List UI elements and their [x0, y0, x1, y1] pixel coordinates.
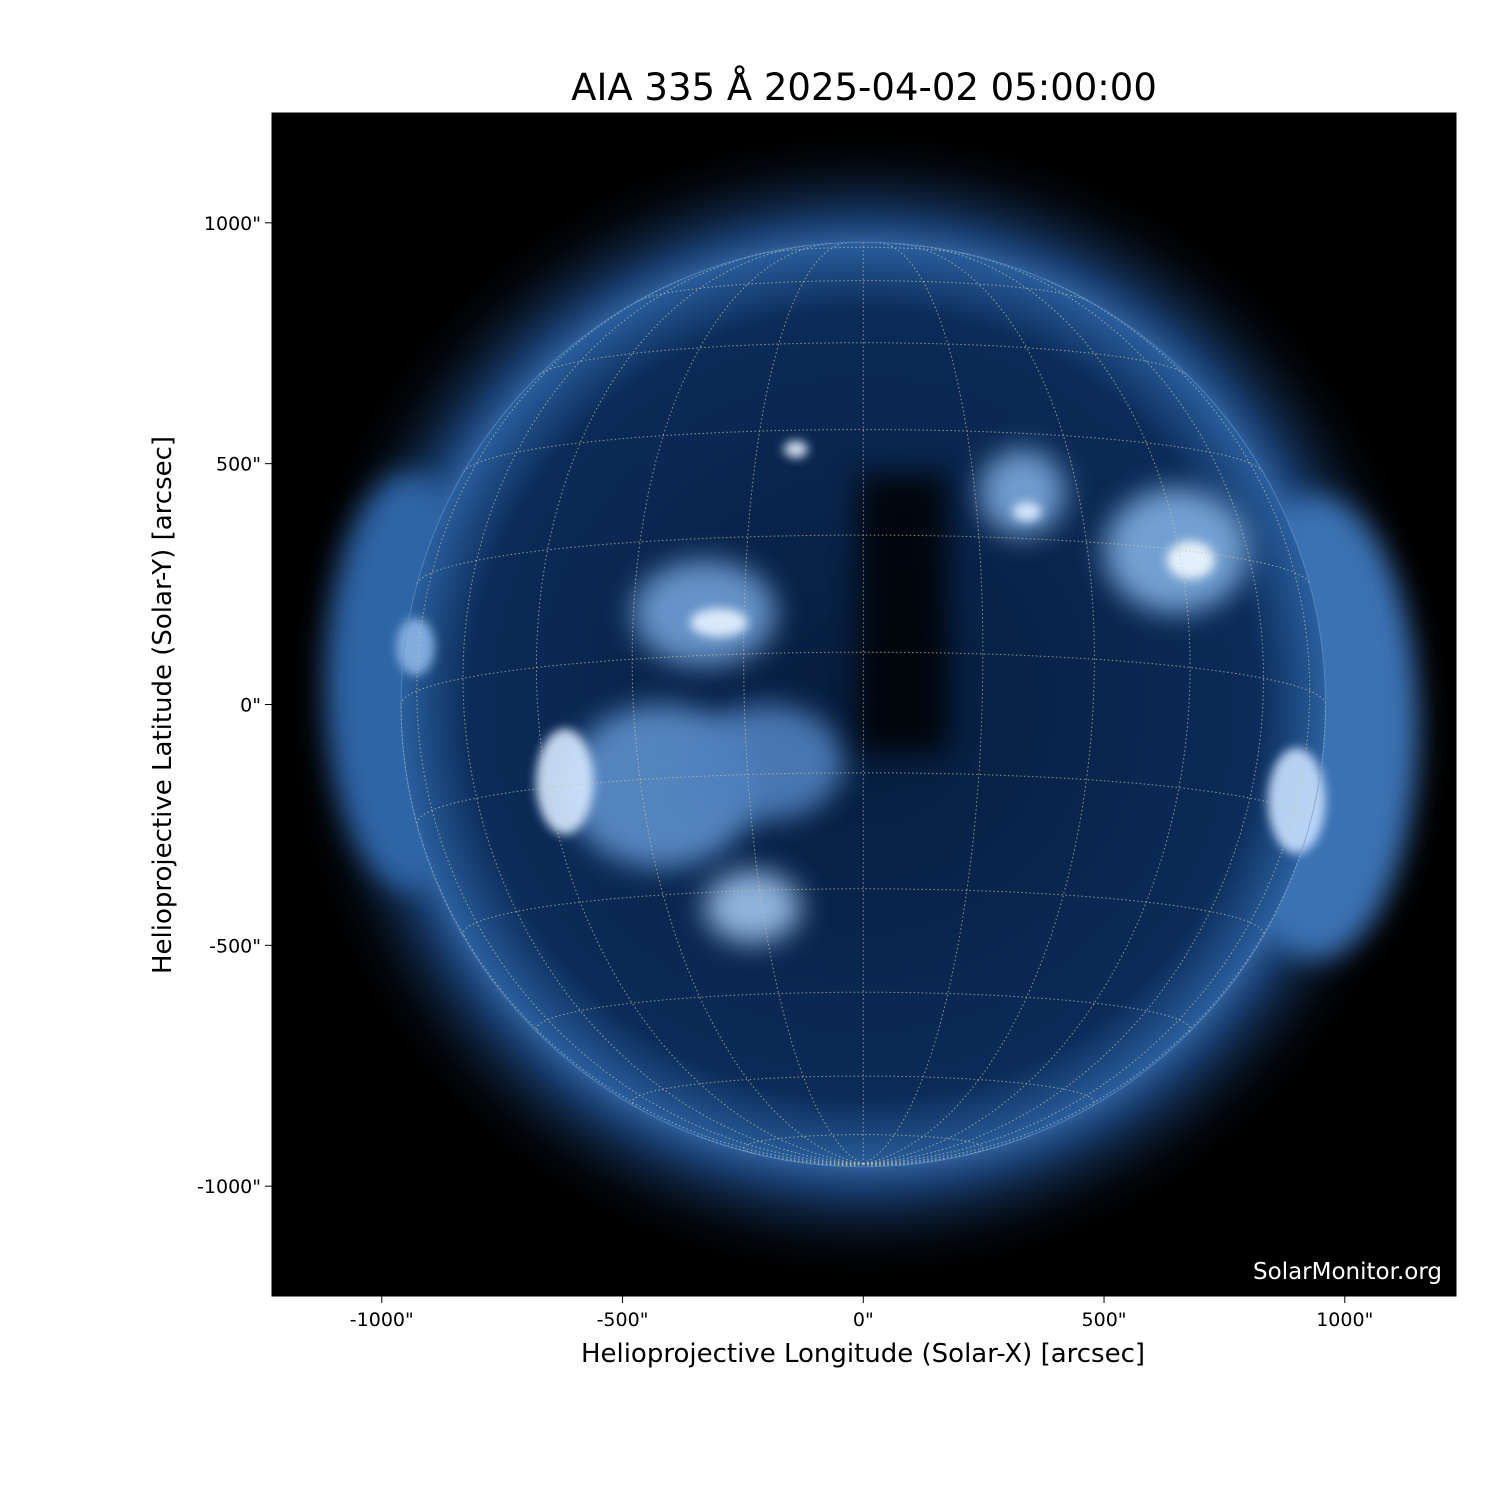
latitude-line: [463, 429, 1263, 473]
x-tick-label: 0": [853, 1309, 874, 1331]
longitude-line: [863, 242, 1095, 1165]
y-tick-label: 0": [240, 695, 261, 717]
axis-ticks: -1000" -500" 0" 500" 1000" -1000" -500" 0" 500" 1…: [197, 213, 1373, 1331]
longitude-line: [631, 242, 864, 1165]
watermark: SolarMonitor.org: [1253, 1259, 1442, 1285]
longitude-line: [863, 252, 1265, 1165]
longitude-line: [400, 704, 864, 1165]
longitude-line: [863, 245, 1191, 1165]
active-region: [690, 704, 844, 820]
latitude-line: [636, 280, 1090, 302]
active-region: [535, 728, 594, 835]
longitude-line: [743, 242, 864, 1165]
longitude-line: [535, 245, 864, 1165]
x-tick-label: -1000": [350, 1309, 414, 1331]
active-region: [1267, 748, 1326, 854]
x-tick-label: -500": [597, 1309, 649, 1331]
latitude-line: [743, 1134, 984, 1155]
active-region: [978, 449, 1066, 536]
coronal-hole: [858, 473, 949, 753]
active-region: [704, 870, 801, 943]
latitude-line: [535, 991, 1191, 1034]
longitude-line: [462, 252, 864, 1165]
longitude-line: [863, 242, 984, 1165]
y-tick-label: -1000": [197, 1176, 261, 1198]
latitude-line: [462, 888, 1265, 936]
active-region: [1012, 502, 1042, 522]
longitude-line: [863, 704, 1326, 1165]
y-axis-label: Helioprojective Latitude (Solar-Y) [arcs…: [148, 436, 178, 974]
y-tick-label: 500": [216, 454, 261, 476]
x-axis-label: Helioprojective Longitude (Solar-X) [arc…: [581, 1339, 1145, 1369]
latitude-line: [631, 1075, 1095, 1108]
chart-title: AIA 335 Å 2025-04-02 05:00:00: [571, 66, 1157, 109]
longitude-line: [863, 1134, 1031, 1165]
active-region: [783, 440, 808, 458]
active-region: [1166, 540, 1215, 580]
x-tick-label: 1000": [1316, 1309, 1373, 1331]
longitude-line: [863, 278, 1311, 1165]
sun: [285, 126, 1442, 1283]
latitude-line: [400, 651, 1326, 705]
y-tick-label: 1000": [204, 213, 261, 235]
heliographic-grid: [400, 241, 1327, 1168]
active-region: [690, 608, 748, 638]
active-region: [396, 617, 435, 676]
x-tick-label: 500": [1082, 1309, 1127, 1331]
y-tick-label: -500": [209, 935, 261, 957]
longitude-line: [695, 1134, 864, 1165]
limb-outline: [400, 241, 1327, 1168]
longitude-line: [416, 278, 864, 1165]
